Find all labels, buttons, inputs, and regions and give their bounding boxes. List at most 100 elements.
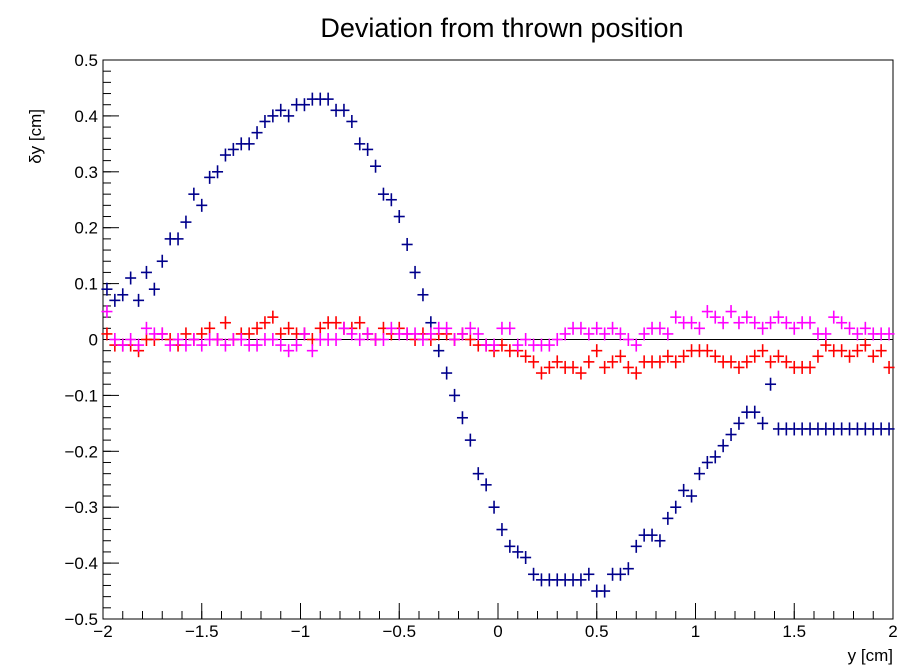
data-point <box>788 321 800 335</box>
data-point <box>441 321 453 335</box>
data-point <box>662 349 674 363</box>
data-point <box>204 321 216 335</box>
data-point <box>520 333 532 346</box>
data-point <box>433 344 445 358</box>
data-point <box>733 416 745 430</box>
data-point <box>251 338 263 352</box>
data-point <box>488 338 500 352</box>
data-point <box>140 321 152 335</box>
data-point <box>298 98 310 112</box>
data-point <box>219 148 231 162</box>
y-tick-label: −0.3 <box>64 498 98 517</box>
data-point <box>678 349 690 363</box>
data-point <box>219 338 231 352</box>
data-point <box>488 500 500 514</box>
y-axis-label: δy [cm] <box>26 109 45 164</box>
data-point <box>614 327 626 341</box>
data-point <box>504 539 516 553</box>
data-point <box>362 327 374 341</box>
data-point <box>528 355 540 369</box>
data-point <box>575 366 587 380</box>
data-point <box>267 310 279 324</box>
data-point <box>686 489 698 503</box>
data-point <box>117 338 129 352</box>
series-0 <box>101 92 895 598</box>
data-point <box>535 366 547 380</box>
data-point <box>654 355 666 369</box>
data-point <box>330 333 342 346</box>
data-point <box>267 109 279 123</box>
data-point <box>551 333 563 346</box>
data-point <box>804 360 816 374</box>
data-point <box>148 282 160 296</box>
data-point <box>267 333 279 346</box>
y-tick-label: −0.4 <box>64 554 98 573</box>
data-point <box>275 338 287 352</box>
data-point <box>425 316 437 330</box>
data-point <box>741 310 753 324</box>
data-point <box>583 327 595 341</box>
data-point <box>180 338 192 352</box>
data-point <box>172 232 184 246</box>
data-point <box>156 327 168 341</box>
data-point <box>851 327 863 341</box>
data-point <box>567 360 579 374</box>
data-point <box>354 137 366 151</box>
data-point <box>172 333 184 346</box>
data-point <box>709 450 721 464</box>
data-point <box>243 327 255 341</box>
data-point <box>630 539 642 553</box>
data-point <box>543 338 555 352</box>
data-point <box>346 114 358 128</box>
data-point <box>749 349 761 363</box>
data-point <box>733 316 745 330</box>
data-point <box>820 327 832 341</box>
data-point <box>836 316 848 330</box>
data-point <box>101 282 113 296</box>
data-point <box>125 333 137 346</box>
data-point <box>512 338 524 352</box>
data-point <box>717 316 729 330</box>
data-point <box>749 316 761 330</box>
data-point <box>314 321 326 335</box>
data-point <box>575 573 587 587</box>
data-point <box>385 193 397 207</box>
data-point <box>306 344 318 358</box>
data-point <box>591 321 603 335</box>
data-point <box>196 338 208 352</box>
data-point <box>883 360 895 374</box>
data-point <box>772 310 784 324</box>
data-point <box>709 349 721 363</box>
data-point <box>844 349 856 363</box>
y-tick-label: 0.4 <box>74 107 98 126</box>
data-point <box>188 333 200 346</box>
data-point <box>670 355 682 369</box>
data-point <box>859 321 871 335</box>
data-point <box>654 321 666 335</box>
data-point <box>338 321 350 335</box>
data-point <box>654 534 666 548</box>
x-tick-label: −1.5 <box>185 622 219 641</box>
data-point <box>701 344 713 358</box>
y-tick-label: −0.2 <box>64 442 98 461</box>
data-point <box>662 511 674 525</box>
data-point <box>101 327 113 341</box>
data-point <box>251 126 263 140</box>
data-point <box>140 265 152 279</box>
data-point <box>701 305 713 319</box>
data-point <box>622 360 634 374</box>
x-tick-label: 0.5 <box>585 622 609 641</box>
data-point <box>851 344 863 358</box>
data-point <box>283 321 295 335</box>
data-point <box>259 114 271 128</box>
data-point <box>662 327 674 341</box>
data-point <box>417 288 429 302</box>
data-point <box>646 528 658 542</box>
data-series <box>101 92 895 598</box>
data-point <box>109 293 121 307</box>
data-point <box>607 321 619 335</box>
y-tick-label: 0 <box>89 331 98 350</box>
data-point <box>520 349 532 363</box>
data-point <box>164 338 176 352</box>
